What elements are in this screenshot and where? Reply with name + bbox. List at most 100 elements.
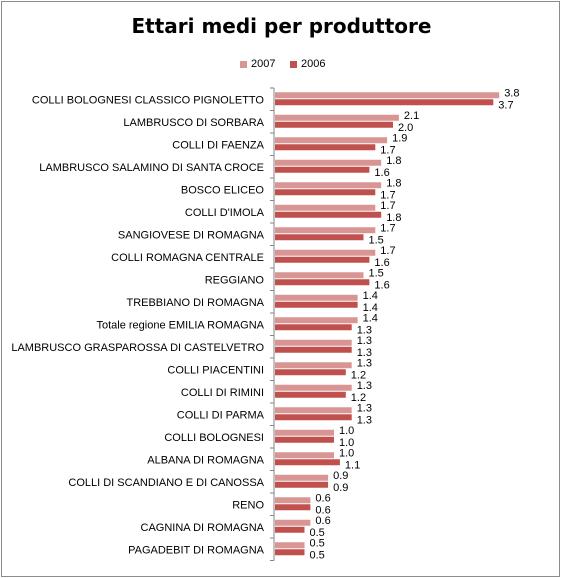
data-label-2006: 0.5 xyxy=(310,527,325,539)
bar-2006 xyxy=(275,481,329,488)
bar-2007 xyxy=(275,294,358,301)
bar-2006 xyxy=(275,279,370,286)
data-label-2007: 1.7 xyxy=(380,200,395,212)
bar-2006 xyxy=(275,504,311,511)
data-label-2006: 2.0 xyxy=(398,122,413,134)
bar-2006 xyxy=(275,256,370,263)
bar-2007 xyxy=(275,182,382,189)
category-label: RENO xyxy=(232,499,264,511)
bar-2007 xyxy=(275,429,334,436)
category-label: CAGNINA DI ROMAGNA xyxy=(141,522,265,534)
data-label-2006: 1.0 xyxy=(339,437,354,449)
bar-2006 xyxy=(275,234,364,241)
data-label-2006: 0.6 xyxy=(315,504,330,516)
bar-2007 xyxy=(275,137,388,144)
data-label-2007: 1.3 xyxy=(357,402,372,414)
chart-title: Ettari medi per produttore xyxy=(131,14,432,38)
data-label-2006: 0.9 xyxy=(333,482,348,494)
bar-2007 xyxy=(275,474,329,481)
bar-2007 xyxy=(275,92,500,99)
bar-2006 xyxy=(275,459,340,466)
data-label-2007: 1.3 xyxy=(357,380,372,392)
category-label: LAMBRUSCO GRASPAROSSA DI CASTELVETRO xyxy=(11,342,264,354)
data-label-2007: 1.8 xyxy=(386,177,401,189)
data-label-2007: 1.3 xyxy=(357,357,372,369)
bar-2006 xyxy=(275,526,305,533)
data-label-2006: 1.7 xyxy=(380,144,395,156)
data-label-2006: 3.7 xyxy=(498,99,513,111)
category-label: COLLI PIACENTINI xyxy=(167,364,264,376)
category-label: TREBBIANO DI ROMAGNA xyxy=(126,297,264,309)
data-label-2006: 1.3 xyxy=(357,414,372,426)
bar-2006 xyxy=(275,166,370,173)
data-label-2007: 1.9 xyxy=(392,132,407,144)
data-label-2006: 1.4 xyxy=(363,302,378,314)
category-label: COLLI D'IMOLA xyxy=(185,207,265,219)
bar-2006 xyxy=(275,436,334,443)
category-label: COLLI BOLOGNESI xyxy=(164,432,264,444)
data-label-2006: 1.2 xyxy=(351,392,366,404)
category-label: REGGIANO xyxy=(205,274,265,286)
bar-2006 xyxy=(275,99,494,106)
data-label-2007: 1.7 xyxy=(380,245,395,257)
data-label-2006: 1.6 xyxy=(374,257,389,269)
legend-label-2006: 2006 xyxy=(301,58,326,70)
legend-swatch-2006 xyxy=(290,61,297,68)
data-label-2006: 1.1 xyxy=(345,459,360,471)
data-label-2006: 1.2 xyxy=(351,369,366,381)
bar-2007 xyxy=(275,384,352,391)
bar-2006 xyxy=(275,346,352,353)
category-label: Totale regione EMILIA ROMAGNA xyxy=(96,319,264,331)
data-label-2006: 1.6 xyxy=(374,167,389,179)
category-label: BOSCO ELICEO xyxy=(181,184,265,196)
legend-swatch-2007 xyxy=(240,61,247,68)
category-label: COLLI DI RIMINI xyxy=(181,387,264,399)
bar-2007 xyxy=(275,519,311,526)
category-label: SANGIOVESE DI ROMAGNA xyxy=(118,229,265,241)
data-label-2007: 1.7 xyxy=(380,222,395,234)
bar-2007 xyxy=(275,407,352,414)
data-label-2007: 0.6 xyxy=(315,515,330,527)
bar-2007 xyxy=(275,272,364,279)
data-label-2007: 0.6 xyxy=(315,492,330,504)
bar-2006 xyxy=(275,324,352,331)
bar-2006 xyxy=(275,391,346,398)
data-label-2007: 3.8 xyxy=(504,87,519,99)
bar-2007 xyxy=(275,542,305,549)
data-label-2007: 1.0 xyxy=(339,425,354,437)
bar-2006 xyxy=(275,414,352,421)
category-label: COLLI DI FAENZA xyxy=(172,139,264,151)
data-label-2006: 1.7 xyxy=(380,189,395,201)
bar-2007 xyxy=(275,452,334,459)
category-label: ALBANA DI ROMAGNA xyxy=(147,454,264,466)
bar-2007 xyxy=(275,159,382,166)
bar-2007 xyxy=(275,317,358,324)
bar-2006 xyxy=(275,189,376,196)
data-label-2007: 1.3 xyxy=(357,335,372,347)
bar-2006 xyxy=(275,211,382,218)
bar-2007 xyxy=(275,249,376,256)
bar-2006 xyxy=(275,121,393,128)
data-label-2007: 0.5 xyxy=(310,537,325,549)
data-label-2006: 1.5 xyxy=(369,234,384,246)
category-label: COLLI BOLOGNESI CLASSICO PIGNOLETTO xyxy=(32,94,265,106)
data-label-2006: 1.8 xyxy=(386,212,401,224)
data-label-2007: 1.8 xyxy=(386,155,401,167)
data-label-2007: 2.1 xyxy=(404,110,419,122)
bar-2007 xyxy=(275,114,399,121)
data-label-2006: 1.3 xyxy=(357,347,372,359)
bar-2006 xyxy=(275,549,305,556)
bar-2007 xyxy=(275,362,352,369)
bar-2006 xyxy=(275,301,358,308)
data-label-2007: 1.4 xyxy=(363,312,378,324)
data-label-2007: 1.0 xyxy=(339,447,354,459)
data-label-2007: 1.5 xyxy=(369,267,384,279)
category-label: LAMBRUSCO SALAMINO DI SANTA CROCE xyxy=(39,162,264,174)
data-label-2007: 0.9 xyxy=(333,470,348,482)
category-label: COLLI ROMAGNA CENTRALE xyxy=(111,252,264,264)
category-label: COLLI DI SCANDIANO E DI CANOSSA xyxy=(68,477,264,489)
category-label: COLLI DI PARMA xyxy=(177,409,265,421)
data-label-2007: 1.4 xyxy=(363,290,378,302)
bar-2007 xyxy=(275,227,376,234)
